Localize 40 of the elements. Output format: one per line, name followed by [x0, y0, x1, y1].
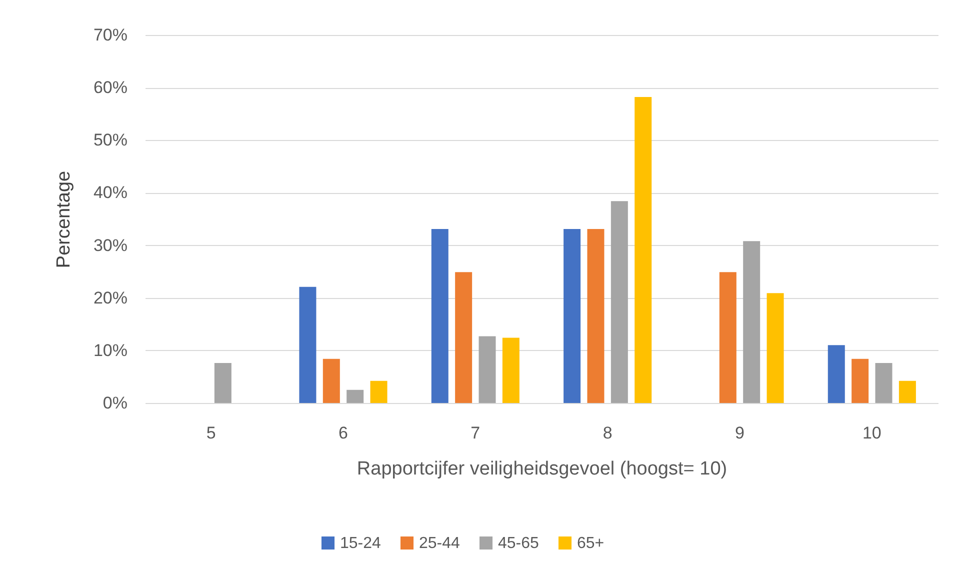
- bar: [502, 338, 520, 403]
- bar: [322, 358, 340, 403]
- x-tick-label: 5: [206, 424, 216, 442]
- bar: [587, 228, 604, 403]
- y-tick-label: 50%: [93, 130, 128, 150]
- legend-label: 15-24: [340, 535, 382, 552]
- bar: [875, 363, 892, 403]
- y-tick-label: 30%: [93, 236, 128, 255]
- bar: [719, 272, 736, 403]
- y-axis-title: Percentage: [53, 170, 74, 268]
- bar: [610, 201, 628, 403]
- y-tick-label: 0%: [102, 394, 128, 412]
- x-tick-label: 10: [862, 424, 882, 442]
- bar: [766, 293, 784, 403]
- x-tick-label: 9: [735, 424, 744, 442]
- bar: [634, 97, 652, 403]
- y-tick-label: 60%: [93, 78, 128, 98]
- bar: [743, 241, 760, 403]
- x-axis-title: Rapportcijfer veiligheidsgevoel (hoogst= 10): [356, 458, 728, 480]
- legend-label: 45-65: [498, 535, 540, 552]
- bar: [299, 286, 316, 403]
- bar: [564, 228, 581, 403]
- y-tick-label: 20%: [93, 288, 128, 308]
- bar: [346, 390, 364, 403]
- bar: [431, 228, 448, 403]
- bar: [852, 358, 869, 403]
- bar: [478, 336, 496, 403]
- y-tick-label: 40%: [93, 183, 128, 202]
- y-tick-label: 10%: [93, 340, 128, 360]
- x-tick-label: 8: [602, 424, 612, 442]
- bar: [214, 363, 232, 403]
- bar: [898, 380, 916, 403]
- legend-label: 25-44: [419, 535, 460, 552]
- x-tick-label: 6: [338, 424, 348, 442]
- y-tick-label: 70%: [93, 26, 128, 44]
- bar: [828, 345, 845, 403]
- bar: [455, 272, 472, 403]
- bar: [370, 380, 388, 403]
- legend-label: 65+: [577, 535, 604, 552]
- x-tick-label: 7: [470, 424, 480, 442]
